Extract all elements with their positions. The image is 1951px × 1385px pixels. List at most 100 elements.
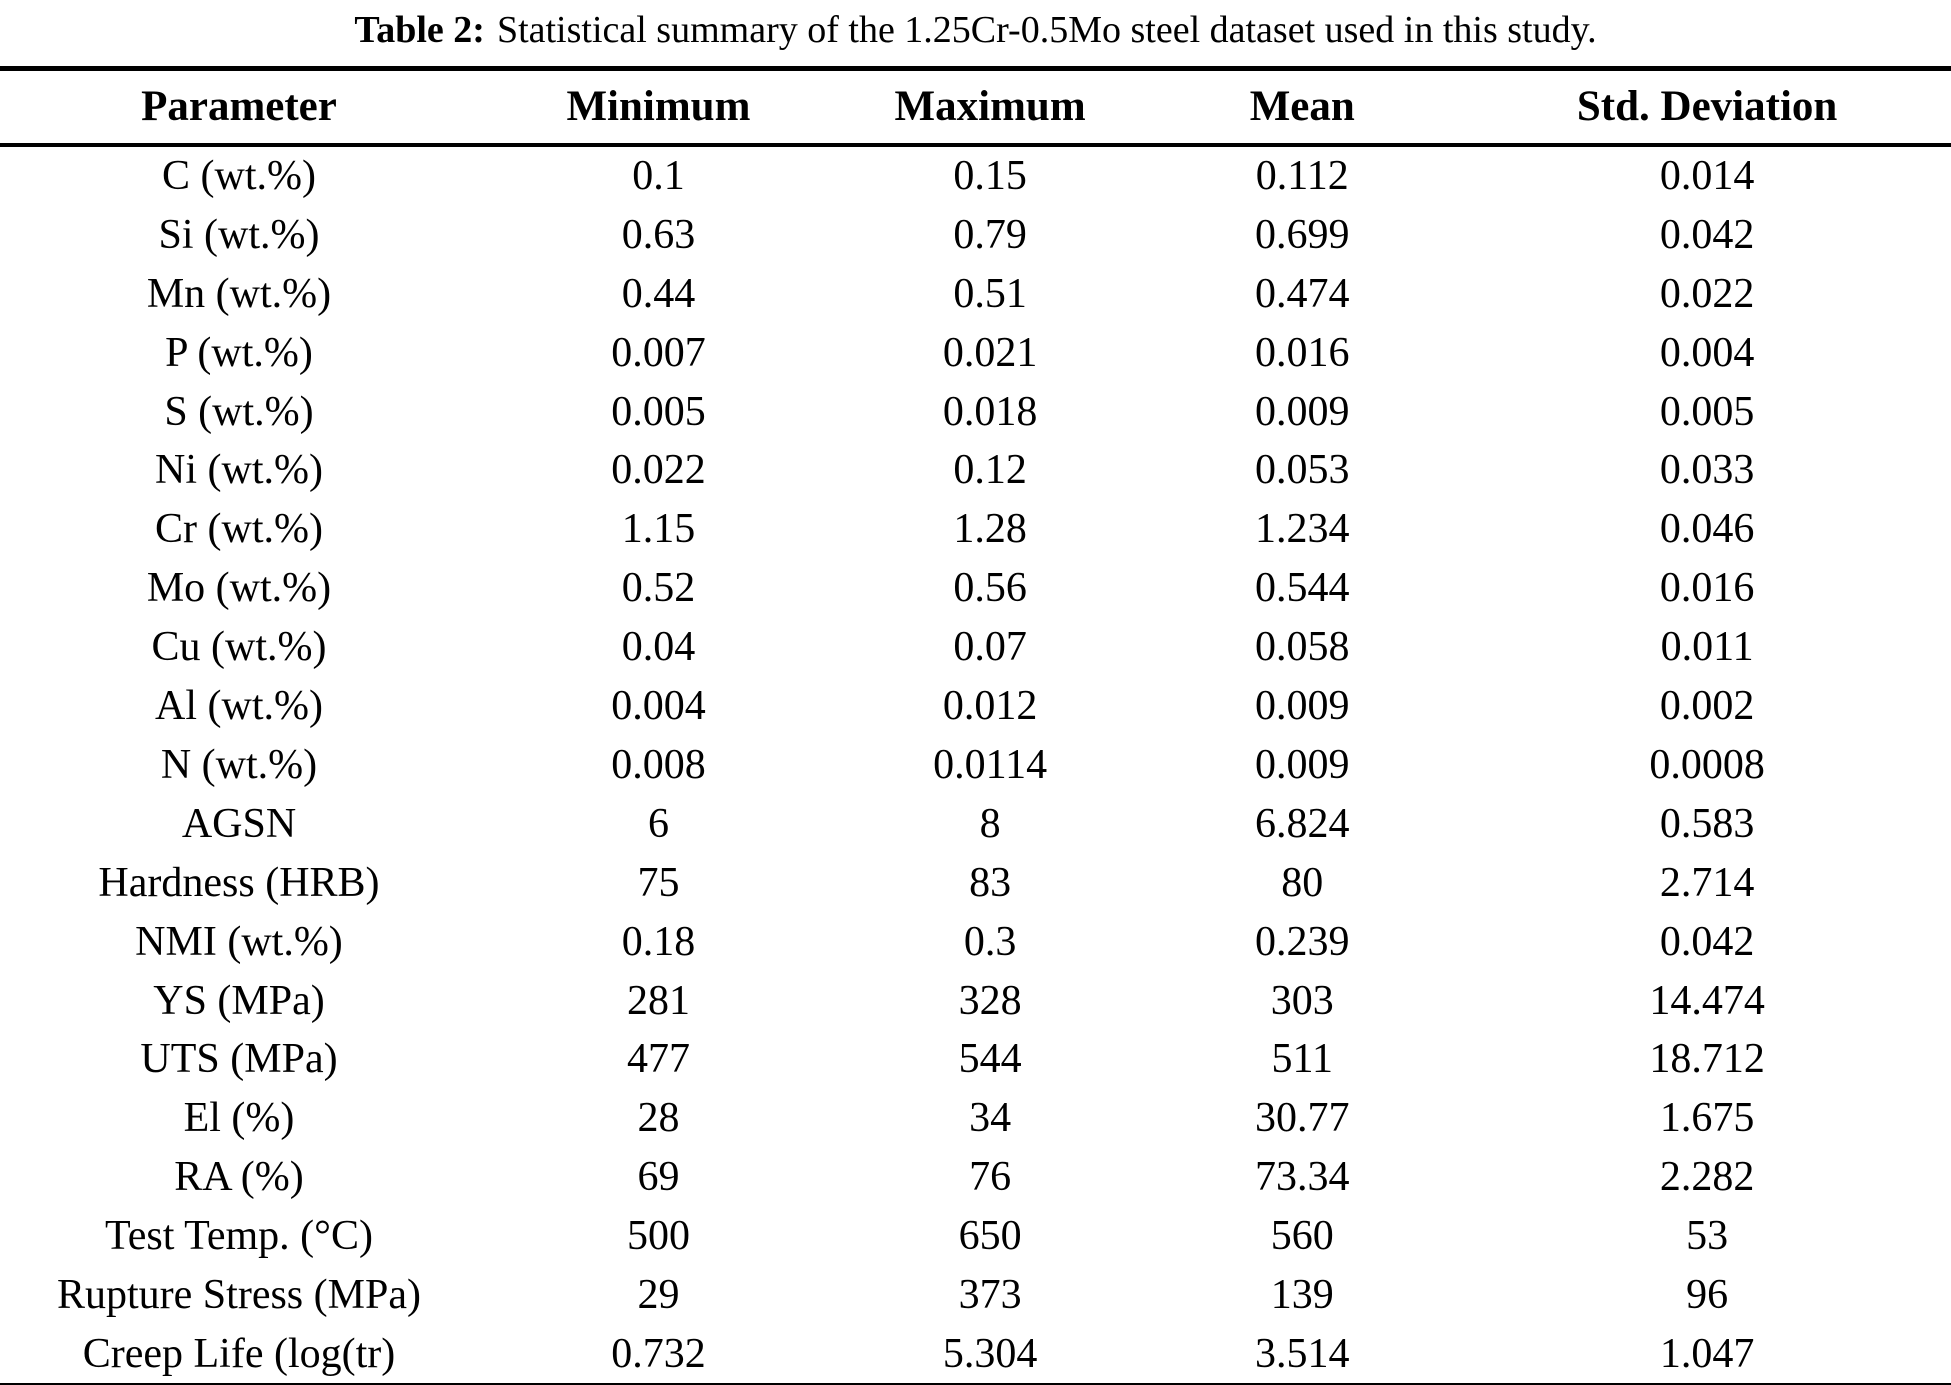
parameter-cell: Cr (wt.%) [155,506,323,553]
value-cell: 30.77 [1255,1095,1350,1142]
column-header-mean: Mean [1141,68,1464,147]
value-cell: 69 [637,1154,680,1201]
table-caption-text: Statistical summary of the 1.25Cr-0.5Mo … [496,9,1597,51]
value-cell: 6 [647,800,669,847]
value-cell: 0.022 [1659,270,1755,317]
value-cell: 0.732 [611,1330,706,1377]
table-row: Test Temp. (°C) 500 650 560 53 [0,1207,1951,1266]
parameter-cell: Mo (wt.%) [146,565,332,612]
parameter-cell: Al (wt.%) [155,683,323,730]
value-cell: 0.004 [1659,329,1755,376]
table-row: El (%) 28 34 30.77 1.675 [0,1089,1951,1148]
table-row: P (wt.%) 0.007 0.021 0.016 0.004 [0,323,1951,382]
value-cell: 0.012 [942,683,1038,730]
value-cell: 281 [626,977,690,1024]
parameter-cell: El (%) [183,1095,295,1142]
table-row: NMI (wt.%) 0.18 0.3 0.239 0.042 [0,912,1951,971]
statistics-table: Parameter Minimum Maximum Mean Std. Devi… [0,65,1951,1385]
value-cell: 303 [1270,977,1334,1024]
parameter-cell: C (wt.%) [162,153,316,200]
value-cell: 0.0114 [933,741,1048,788]
parameter-cell: NMI (wt.%) [135,918,343,965]
value-cell: 6.824 [1255,800,1350,847]
value-cell: 0.544 [1255,565,1350,612]
value-cell: 34 [969,1095,1012,1142]
parameter-cell: Rupture Stress (MPa) [57,1271,421,1318]
value-cell: 0.005 [611,388,706,435]
value-cell: 0.56 [953,565,1027,612]
value-cell: 0.014 [1659,153,1755,200]
table-header: Parameter Minimum Maximum Mean Std. Devi… [0,68,1951,147]
parameter-cell: P (wt.%) [165,329,313,376]
parameter-cell: Mn (wt.%) [146,270,332,317]
value-cell: 3.514 [1255,1330,1350,1377]
value-cell: 0.44 [621,270,696,317]
table-row: Mo (wt.%) 0.52 0.56 0.544 0.016 [0,559,1951,618]
parameter-cell: RA (%) [174,1154,304,1201]
parameter-cell: Creep Life (log(tr) [82,1330,396,1377]
table-row: RA (%) 69 76 73.34 2.282 [0,1148,1951,1207]
value-cell: 83 [969,859,1012,906]
value-cell: 0.042 [1659,918,1755,965]
value-cell: 1.234 [1255,506,1350,553]
value-cell: 75 [637,859,680,906]
value-cell: 0.239 [1255,918,1350,965]
value-cell: 0.18 [621,918,696,965]
table-caption-label: Table 2: [354,9,485,51]
table-row: Cr (wt.%) 1.15 1.28 1.234 0.046 [0,500,1951,559]
value-cell: 0.04 [621,624,696,671]
value-cell: 5.304 [942,1330,1038,1377]
parameter-cell: Ni (wt.%) [155,447,323,494]
value-cell: 0.053 [1255,447,1350,494]
table-row: S (wt.%) 0.005 0.018 0.009 0.005 [0,382,1951,441]
value-cell: 0.79 [953,211,1027,258]
value-cell: 0.583 [1659,800,1755,847]
value-cell: 500 [626,1213,690,1260]
value-cell: 0.008 [611,741,706,788]
parameter-cell: AGSN [181,800,297,847]
value-cell: 0.07 [953,624,1027,671]
value-cell: 650 [958,1213,1022,1260]
column-header-maximum: Maximum [838,68,1142,147]
value-cell: 560 [1270,1213,1334,1260]
table-row: Al (wt.%) 0.004 0.012 0.009 0.002 [0,677,1951,736]
parameter-cell: Hardness (HRB) [98,859,380,906]
value-cell: 0.022 [611,447,706,494]
value-cell: 0.112 [1255,153,1349,200]
table-row: AGSN 6 8 6.824 0.583 [0,794,1951,853]
value-cell: 0.15 [953,153,1027,200]
value-cell: 29 [637,1271,680,1318]
table-row: YS (MPa) 281 328 303 14.474 [0,971,1951,1030]
value-cell: 0.016 [1255,329,1350,376]
parameter-cell: N (wt.%) [160,741,318,788]
value-cell: 0.009 [1255,388,1350,435]
table-caption: Table 2: Statistical summary of the 1.25C… [0,0,1951,54]
value-cell: 328 [958,977,1022,1024]
value-cell: 0.52 [621,565,696,612]
parameter-cell: Cu (wt.%) [151,624,327,671]
value-cell: 0.018 [942,388,1038,435]
value-cell: 0.009 [1255,741,1350,788]
table-row: Cu (wt.%) 0.04 0.07 0.058 0.011 [0,618,1951,677]
value-cell: 0.005 [1659,388,1755,435]
value-cell: 544 [958,1036,1022,1083]
value-cell: 0.004 [611,683,706,730]
value-cell: 0.007 [611,329,706,376]
table-row: Creep Life (log(tr) 0.732 5.304 3.514 1.047 [0,1324,1951,1385]
value-cell: 0.016 [1659,565,1755,612]
column-header-parameter: Parameter [0,68,478,147]
value-cell: 0.699 [1255,211,1350,258]
value-cell: 0.0008 [1649,741,1765,788]
value-cell: 0.046 [1659,506,1755,553]
header-row: Parameter Minimum Maximum Mean Std. Devi… [0,68,1951,147]
value-cell: 80 [1281,859,1324,906]
value-cell: 0.1 [632,153,685,200]
value-cell: 0.042 [1659,211,1755,258]
parameter-cell: S (wt.%) [164,388,314,435]
value-cell: 96 [1686,1271,1729,1318]
column-header-std-deviation: Std. Deviation [1463,68,1951,147]
table-row: UTS (MPa) 477 544 511 18.712 [0,1030,1951,1089]
parameter-cell: Si (wt.%) [158,211,320,258]
value-cell: 1.675 [1659,1095,1755,1142]
table-body: C (wt.%) 0.1 0.15 0.112 0.014 Si (wt.%) 0.63 0.… [0,145,1951,1385]
